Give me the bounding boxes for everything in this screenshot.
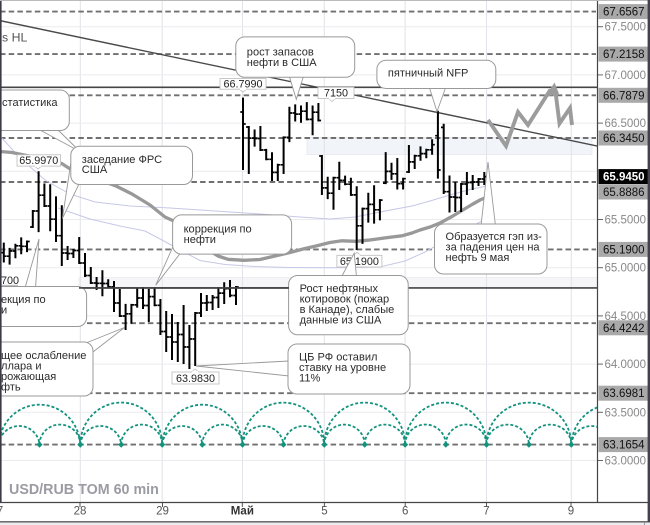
svg-text:6: 6 <box>402 506 408 518</box>
svg-text:64.0000: 64.0000 <box>605 359 647 371</box>
svg-text:котировок (пожар: котировок (пожар <box>300 294 390 306</box>
svg-text:щее ослабление: щее ослабление <box>1 350 86 362</box>
svg-text:ллара и: ллара и <box>1 361 42 373</box>
svg-text:67.5000: 67.5000 <box>605 22 647 34</box>
svg-text:данные из США: данные из США <box>300 314 382 326</box>
svg-text:7: 7 <box>0 506 3 518</box>
svg-text:67.0000: 67.0000 <box>605 70 647 82</box>
svg-text:ставку на уровне: ставку на уровне <box>299 362 386 374</box>
svg-text:Май: Май <box>231 506 254 518</box>
svg-text:66.7990: 66.7990 <box>223 79 262 91</box>
svg-text:63.6981: 63.6981 <box>603 388 645 400</box>
svg-text:пятничный NFP: пятничный NFP <box>388 68 468 80</box>
svg-text:рост запасов: рост запасов <box>247 47 314 59</box>
svg-text:63.0000: 63.0000 <box>605 456 647 468</box>
svg-text:в Канаде), слабые: в Канаде), слабые <box>300 304 395 316</box>
svg-text:США: США <box>82 164 108 176</box>
svg-text:29: 29 <box>156 506 169 518</box>
svg-text:65.5000: 65.5000 <box>605 215 647 227</box>
svg-text:66.3450: 66.3450 <box>603 133 645 145</box>
svg-text:5: 5 <box>321 506 327 518</box>
svg-text:700: 700 <box>1 275 19 287</box>
svg-text:66.7879: 66.7879 <box>603 90 645 102</box>
svg-text:9: 9 <box>568 506 574 518</box>
svg-text:65.1900: 65.1900 <box>603 244 645 256</box>
svg-text:USD/RUB TOM 60 min: USD/RUB TOM 60 min <box>9 482 159 498</box>
svg-text:63.5000: 63.5000 <box>605 407 647 419</box>
svg-text:коррекция по: коррекция по <box>184 224 252 236</box>
svg-text:65.0000: 65.0000 <box>605 263 647 275</box>
svg-text:7: 7 <box>483 506 489 518</box>
svg-text:66.5000: 66.5000 <box>605 118 647 130</box>
svg-text:ЦБ РФ оставил: ЦБ РФ оставил <box>299 352 377 364</box>
svg-text:нефти: нефти <box>184 234 216 246</box>
svg-text:63.1654: 63.1654 <box>603 440 645 452</box>
svg-text:64.4242: 64.4242 <box>603 323 645 335</box>
svg-text:67.6567: 67.6567 <box>603 7 645 19</box>
svg-text:нефть 9 мая: нефть 9 мая <box>446 252 510 264</box>
svg-text:28: 28 <box>74 506 87 518</box>
svg-text:Образуется гэп из-: Образуется гэп из- <box>446 231 543 243</box>
svg-text:s HL: s HL <box>2 30 27 44</box>
svg-text:65.9970: 65.9970 <box>19 155 58 167</box>
svg-text:за падения цен на: за падения цен на <box>446 242 541 254</box>
svg-text:фть: фть <box>1 381 21 393</box>
svg-text:67.2158: 67.2158 <box>603 49 645 61</box>
svg-text:11%: 11% <box>299 372 320 384</box>
svg-text:Рост нефтяных: Рост нефтяных <box>300 283 379 295</box>
svg-text:65.1900: 65.1900 <box>340 256 379 268</box>
svg-text:64.5000: 64.5000 <box>605 311 647 323</box>
svg-text:63.9830: 63.9830 <box>176 373 215 385</box>
svg-text:65.9450: 65.9450 <box>603 172 645 184</box>
svg-text:и: и <box>1 305 7 317</box>
svg-text:нефти в США: нефти в США <box>247 57 317 69</box>
svg-text:заседание ФРС: заседание ФРС <box>82 154 162 166</box>
svg-text:рожающая: рожающая <box>1 371 56 383</box>
svg-text:екция по: екция по <box>1 294 46 306</box>
svg-text:статистика: статистика <box>2 97 58 109</box>
svg-text:65.8886: 65.8886 <box>603 187 645 199</box>
svg-text:7150: 7150 <box>324 88 348 100</box>
